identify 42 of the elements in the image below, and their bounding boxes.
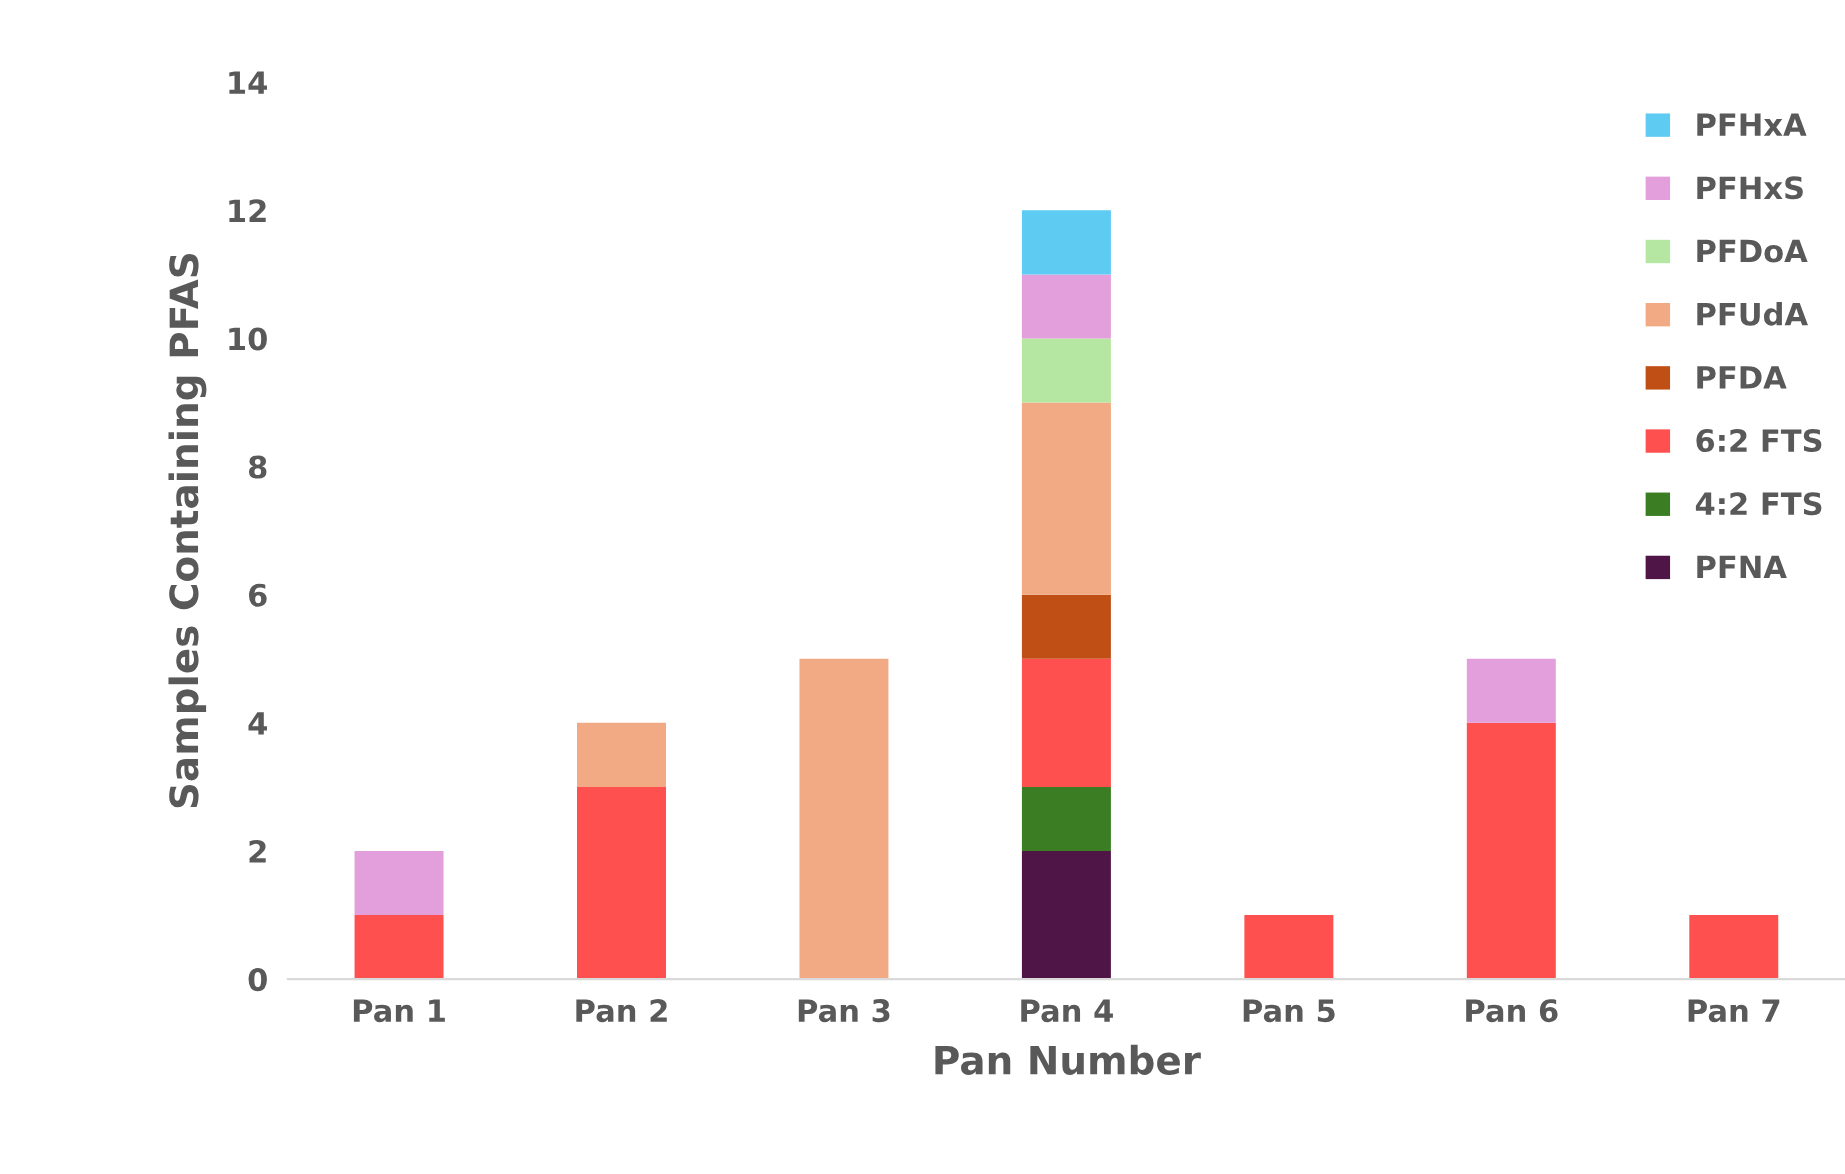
bar: [577, 722, 666, 787]
bar: [1244, 915, 1334, 980]
bar: [1021, 338, 1111, 403]
legend-label: 6:2 FTS: [1696, 428, 1822, 453]
legend-label: PFNA: [1697, 555, 1787, 579]
y-tick-label: 4: [248, 712, 267, 735]
bar: [354, 850, 444, 916]
x-tick-label: Pan 4: [1021, 999, 1113, 1023]
bar: [1021, 850, 1111, 980]
y-tick-label: 8: [248, 455, 267, 479]
bar: [1021, 786, 1111, 851]
bar: [577, 786, 666, 980]
legend-label: 4:2 FTS: [1695, 492, 1822, 516]
legend-label: PFDoA: [1697, 239, 1808, 263]
legend-label: PFDA: [1697, 366, 1787, 389]
bar: [1689, 915, 1779, 980]
bar: [1466, 722, 1556, 980]
bar: [1021, 594, 1111, 659]
bar: [1466, 658, 1556, 723]
legend-label: PFHxA: [1697, 113, 1807, 136]
x-tick-label: Pan 2: [576, 999, 667, 1023]
bar: [354, 915, 444, 980]
y-tick-label: 6: [249, 583, 267, 607]
x-tick-label: Pan 3: [798, 999, 890, 1023]
y-tick-label: 0: [248, 968, 267, 992]
bar: [1021, 402, 1111, 595]
bar: [799, 658, 889, 980]
y-axis-title: Samples Containing PFAS: [168, 254, 207, 808]
x-tick-label: Pan 5: [1243, 999, 1335, 1023]
x-tick-label: Pan 7: [1688, 999, 1780, 1023]
x-axis-title: Pan Number: [935, 1044, 1201, 1075]
y-tick-label: 10: [229, 327, 267, 351]
x-tick-label: Pan 6: [1466, 999, 1558, 1023]
legend-label: PFUdA: [1697, 302, 1808, 326]
bar: [1021, 274, 1111, 339]
x-tick-label: Pan 1: [353, 999, 445, 1023]
bar: [1021, 658, 1111, 787]
y-tick-label: 12: [229, 199, 266, 222]
bar: [1021, 210, 1111, 275]
y-tick-label: 14: [229, 71, 267, 94]
legend-label: PFHxS: [1697, 176, 1803, 200]
y-tick-label: 2: [249, 839, 266, 863]
